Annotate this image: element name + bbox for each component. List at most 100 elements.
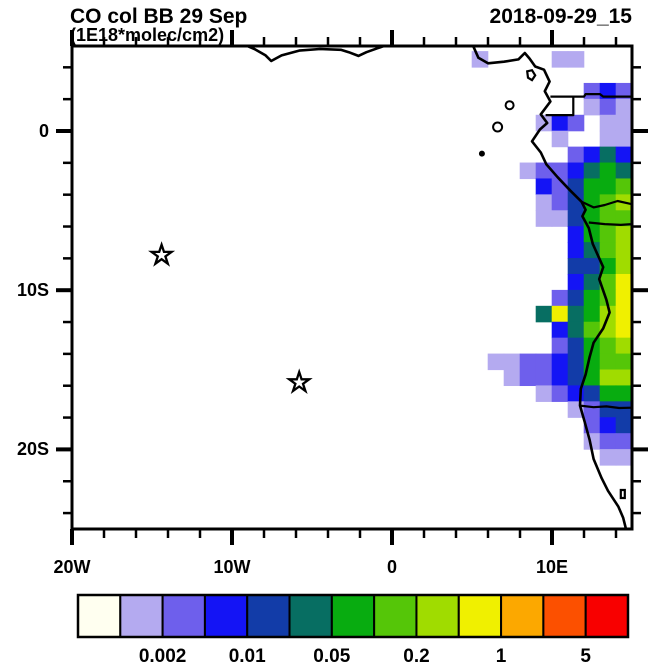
y-tick-label-10s: 10S bbox=[17, 280, 49, 300]
colorbar-cell bbox=[584, 594, 630, 638]
colorbar-cell bbox=[373, 594, 418, 638]
data-cell bbox=[583, 162, 601, 180]
data-cell bbox=[599, 353, 617, 371]
data-cell bbox=[583, 82, 601, 100]
data-cell bbox=[599, 178, 617, 195]
data-cell bbox=[567, 162, 585, 180]
data-cell bbox=[599, 433, 617, 450]
data-cell bbox=[615, 98, 632, 116]
data-cell bbox=[487, 353, 505, 371]
y-tick-label-0: 0 bbox=[39, 121, 49, 141]
x-tick-label-0: 0 bbox=[387, 557, 397, 577]
data-cell bbox=[567, 242, 585, 259]
data-cell bbox=[599, 258, 617, 275]
data-cell bbox=[599, 146, 617, 164]
data-cell bbox=[535, 178, 553, 195]
colorbar-cell bbox=[542, 594, 587, 638]
data-cell bbox=[567, 258, 585, 275]
colorbar-cell bbox=[415, 594, 460, 638]
colorbar-cell bbox=[119, 594, 164, 638]
data-cell bbox=[599, 449, 617, 466]
island bbox=[492, 121, 504, 133]
y-tick-label-20s: 20S bbox=[17, 439, 49, 459]
island bbox=[478, 150, 485, 157]
data-cell bbox=[503, 369, 521, 387]
data-cell bbox=[535, 210, 553, 227]
data-cell bbox=[567, 305, 585, 323]
data-cell bbox=[599, 82, 617, 100]
data-cell bbox=[599, 210, 617, 227]
data-cell bbox=[583, 369, 601, 387]
colorbar-label: 1 bbox=[496, 646, 507, 667]
data-cell bbox=[551, 162, 569, 180]
colorbar-outline bbox=[76, 593, 630, 639]
data-cell bbox=[551, 369, 569, 387]
data-cell bbox=[615, 337, 632, 355]
data-cell bbox=[567, 114, 585, 132]
data-cell bbox=[583, 385, 601, 402]
border-path bbox=[588, 221, 632, 226]
data-cell bbox=[551, 305, 569, 323]
border-path bbox=[550, 92, 632, 98]
data-cell bbox=[615, 385, 632, 402]
colorbar-label: 0.05 bbox=[313, 646, 350, 667]
data-cell bbox=[599, 417, 617, 434]
data-cell bbox=[583, 305, 601, 323]
data-cell bbox=[599, 273, 617, 291]
data-cell bbox=[567, 194, 585, 211]
data-cell bbox=[615, 178, 632, 195]
map-frame bbox=[70, 44, 634, 531]
data-cell bbox=[615, 162, 632, 180]
data-cell bbox=[599, 242, 617, 259]
data-cell bbox=[567, 289, 585, 307]
data-cell bbox=[551, 210, 569, 227]
colorbar-cell bbox=[288, 594, 333, 638]
colorbar-label: 0.01 bbox=[229, 646, 266, 667]
data-cell bbox=[567, 369, 585, 387]
data-cell bbox=[583, 146, 601, 164]
colorbar-cell bbox=[500, 594, 545, 638]
data-cell bbox=[615, 258, 632, 275]
colorbar-cell bbox=[203, 594, 249, 638]
data-cell bbox=[615, 273, 632, 291]
colorbar: 0.002 0.01 0.05 0.2 1 5 bbox=[76, 593, 630, 667]
data-cell bbox=[615, 130, 632, 148]
data-cell bbox=[599, 226, 617, 243]
data-cell bbox=[567, 226, 585, 243]
data-cell bbox=[599, 385, 617, 402]
colorbar-label: 5 bbox=[580, 646, 591, 667]
data-cell bbox=[583, 401, 601, 418]
axis-ticks-layer bbox=[56, 30, 648, 545]
data-cell bbox=[551, 385, 569, 402]
data-cell bbox=[535, 353, 553, 371]
data-cell bbox=[535, 162, 553, 180]
data-cell bbox=[567, 337, 585, 355]
data-cell bbox=[551, 194, 569, 211]
data-cell bbox=[535, 385, 553, 402]
data-cell bbox=[567, 178, 585, 195]
data-cell bbox=[567, 321, 585, 339]
data-cell bbox=[551, 289, 569, 307]
data-cell bbox=[599, 369, 617, 387]
data-cell bbox=[567, 353, 585, 371]
data-cell bbox=[599, 194, 617, 211]
data-cell bbox=[551, 130, 569, 148]
star-marker bbox=[148, 241, 176, 267]
data-cell bbox=[599, 114, 617, 132]
data-cell bbox=[599, 401, 617, 418]
data-cell bbox=[615, 401, 632, 418]
colorbar-label: 0.002 bbox=[139, 646, 187, 667]
data-cell bbox=[583, 178, 601, 195]
data-cell bbox=[503, 353, 521, 371]
data-cell bbox=[615, 417, 632, 434]
data-cell bbox=[599, 162, 617, 180]
data-cell bbox=[583, 258, 601, 275]
x-tick-label-10e: 10E bbox=[536, 557, 568, 577]
colorbar-cell bbox=[246, 594, 291, 638]
x-tick-label-20w: 20W bbox=[53, 557, 90, 577]
data-cell bbox=[551, 353, 569, 371]
coastline-path bbox=[244, 46, 628, 529]
data-cell bbox=[551, 51, 569, 68]
data-cell bbox=[567, 51, 585, 68]
